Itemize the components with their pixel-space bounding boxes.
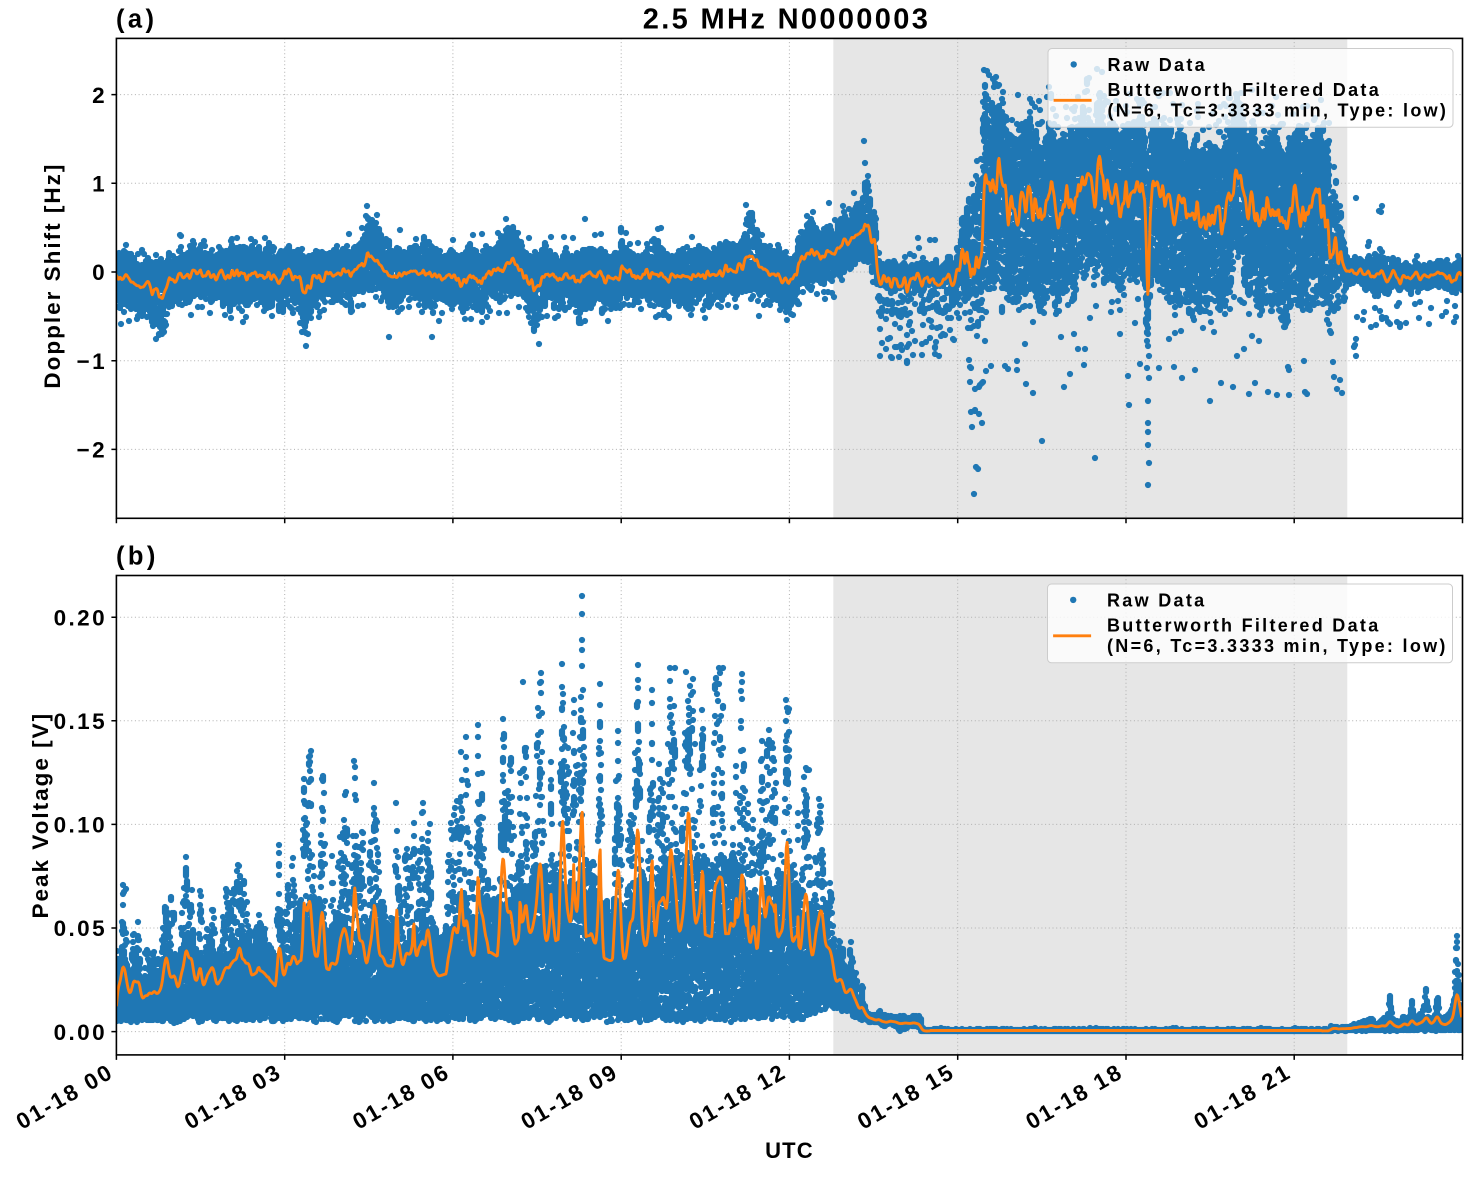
svg-text:0: 0 bbox=[92, 260, 107, 285]
svg-text:0.05: 0.05 bbox=[54, 916, 107, 941]
svg-text:(a): (a) bbox=[116, 6, 157, 34]
svg-text:−1: −1 bbox=[77, 349, 107, 374]
svg-text:Peak Voltage [V]: Peak Voltage [V] bbox=[28, 712, 53, 919]
svg-text:UTC: UTC bbox=[765, 1138, 814, 1163]
svg-text:Doppler Shift [Hz]: Doppler Shift [Hz] bbox=[40, 163, 65, 389]
svg-text:Butterworth Filtered Data: Butterworth Filtered Data bbox=[1108, 80, 1382, 100]
svg-text:0.10: 0.10 bbox=[54, 813, 107, 838]
svg-text:−2: −2 bbox=[77, 438, 107, 463]
svg-text:(N=6, Tc=3.3333 min, Type: low: (N=6, Tc=3.3333 min, Type: low) bbox=[1107, 636, 1448, 656]
svg-text:Raw Data: Raw Data bbox=[1107, 590, 1206, 610]
svg-text:0.20: 0.20 bbox=[54, 605, 107, 630]
svg-text:2: 2 bbox=[92, 83, 107, 108]
svg-text:Raw Data: Raw Data bbox=[1108, 55, 1207, 75]
svg-text:1: 1 bbox=[92, 172, 107, 197]
svg-text:0.15: 0.15 bbox=[54, 709, 107, 734]
svg-text:0.00: 0.00 bbox=[54, 1020, 107, 1045]
svg-text:(N=6, Tc=3.3333 min, Type: low: (N=6, Tc=3.3333 min, Type: low) bbox=[1108, 101, 1449, 121]
svg-text:2.5 MHz N0000003: 2.5 MHz N0000003 bbox=[643, 3, 930, 35]
svg-text:Butterworth Filtered Data: Butterworth Filtered Data bbox=[1107, 616, 1381, 636]
svg-text:(b): (b) bbox=[116, 543, 159, 571]
